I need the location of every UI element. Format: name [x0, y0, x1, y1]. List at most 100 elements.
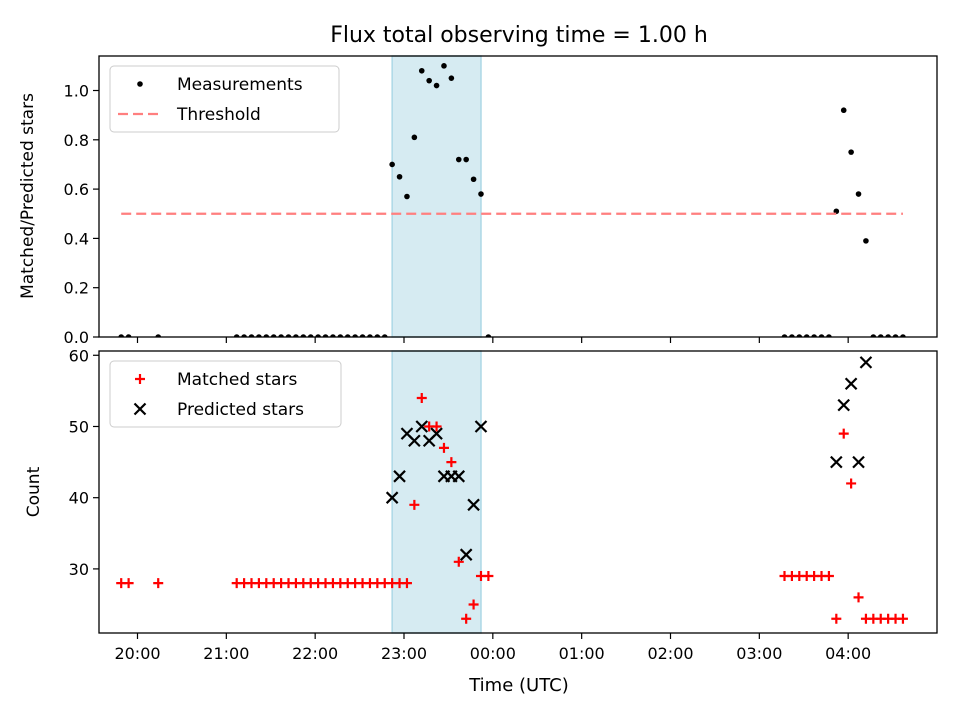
data-point	[389, 161, 395, 168]
data-point	[300, 334, 307, 337]
legend-label: Predicted stars	[177, 400, 304, 420]
data-point	[838, 428, 849, 439]
data-point	[463, 156, 469, 163]
data-point	[840, 107, 847, 114]
data-point	[233, 334, 240, 337]
data-point	[352, 334, 358, 337]
data-point	[852, 455, 865, 469]
data-point	[408, 434, 421, 448]
plot-area	[116, 356, 908, 624]
data-point	[789, 334, 795, 337]
data-point	[855, 191, 862, 197]
data-point	[830, 455, 843, 469]
x-tick-label: 01:00	[559, 644, 605, 663]
data-point	[803, 334, 810, 337]
data-point	[877, 334, 884, 337]
data-point	[853, 592, 864, 603]
data-point	[900, 334, 906, 337]
data-point	[823, 571, 834, 582]
data-point	[416, 393, 427, 403]
data-point	[285, 334, 292, 337]
x-tick-label: 04:00	[825, 644, 871, 663]
data-point	[263, 334, 270, 337]
data-point	[461, 613, 472, 624]
data-point	[831, 613, 842, 624]
data-point	[381, 334, 388, 337]
data-point	[846, 478, 857, 489]
data-point	[859, 356, 873, 369]
highlight-band	[391, 350, 482, 634]
data-point	[796, 334, 803, 337]
legend: Measurements Threshold	[109, 65, 340, 133]
data-point	[433, 82, 440, 89]
legend-item: Matched stars	[135, 370, 297, 390]
legend-label: Measurements	[177, 75, 303, 95]
data-point	[459, 548, 473, 561]
legend-marker	[133, 402, 147, 416]
y-tick-label: 0.2	[64, 279, 89, 298]
data-point	[863, 238, 869, 244]
data-point	[307, 334, 314, 337]
data-point	[468, 599, 479, 610]
data-point	[330, 334, 336, 337]
data-point	[248, 334, 255, 337]
y-tick-label: 0.4	[64, 229, 89, 248]
data-point	[483, 571, 494, 582]
legend-label: Matched stars	[177, 370, 297, 390]
data-point	[415, 420, 429, 433]
y-tick-label: 40	[69, 489, 89, 508]
x-tick-label: 23:00	[381, 644, 427, 663]
legend-marker	[135, 374, 145, 384]
data-point	[418, 67, 425, 74]
data-point	[241, 334, 247, 337]
data-point	[270, 334, 277, 337]
data-point	[885, 334, 891, 337]
data-point	[485, 334, 492, 337]
y-axis-label: Count	[24, 466, 44, 517]
legend-item: Measurements	[137, 75, 303, 95]
top-panel: 0.0 0.2 0.4 0.6 0.8 1.0 Matched/Predicted star…	[18, 55, 938, 347]
legend-label: Threshold	[176, 105, 261, 125]
data-point	[374, 334, 381, 337]
data-point	[278, 334, 284, 337]
data-point	[411, 134, 418, 141]
data-point	[897, 613, 908, 624]
data-point	[452, 470, 466, 483]
data-point	[474, 420, 488, 433]
data-point	[453, 556, 464, 567]
x-tick-label: 20:00	[114, 644, 160, 663]
data-point	[322, 334, 329, 337]
axes-frame	[98, 55, 938, 338]
data-point	[396, 173, 403, 180]
data-point	[467, 498, 480, 512]
data-point	[470, 176, 477, 183]
plot-area	[118, 63, 906, 337]
data-point	[426, 77, 432, 84]
data-point	[870, 334, 877, 337]
data-point	[837, 398, 851, 412]
data-point	[315, 334, 321, 337]
data-point	[892, 334, 899, 337]
data-point	[256, 334, 262, 337]
y-tick-label: 0.6	[64, 180, 89, 199]
data-point	[293, 334, 299, 337]
data-point	[359, 334, 366, 337]
series-predicted-stars	[385, 356, 873, 561]
data-point	[448, 75, 455, 81]
x-axis-label: Time (UTC)	[468, 675, 569, 696]
y-tick-label: 50	[69, 417, 89, 436]
data-point	[409, 499, 420, 510]
legend-item: Predicted stars	[133, 400, 304, 420]
legend-box	[109, 65, 340, 133]
data-point	[811, 334, 817, 337]
data-point	[455, 156, 462, 163]
data-point	[438, 442, 449, 453]
legend: Matched stars Predicted stars	[109, 360, 342, 428]
data-point	[446, 457, 457, 468]
data-point	[431, 421, 442, 432]
data-point	[441, 63, 447, 69]
axes-frame	[98, 350, 938, 634]
data-point	[118, 334, 125, 337]
data-point	[393, 470, 406, 483]
